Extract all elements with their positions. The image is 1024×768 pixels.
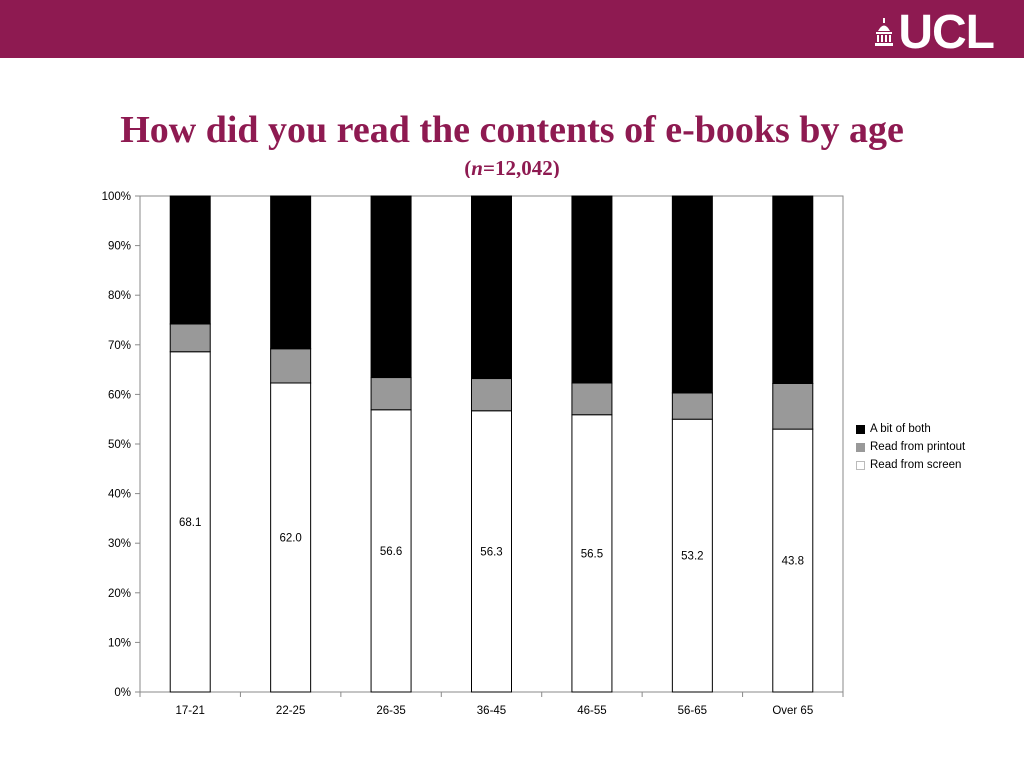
data-label: 68.1 <box>179 517 201 529</box>
data-label: 43.8 <box>782 556 804 568</box>
legend-item: A bit of both <box>856 420 965 438</box>
y-tick-label: 10% <box>108 637 131 649</box>
bar-segment-printout <box>471 378 512 412</box>
y-tick-label: 30% <box>108 538 131 550</box>
bar-segment-both <box>471 195 512 380</box>
bar-segment-both <box>772 195 814 384</box>
bar-segment-both <box>671 195 713 394</box>
bar-segment-printout <box>671 392 713 420</box>
x-tick-label: 17-21 <box>176 705 205 717</box>
legend-label: Read from printout <box>870 441 966 453</box>
legend-swatch <box>856 424 865 434</box>
y-tick-label: 80% <box>108 290 131 302</box>
legend-swatch <box>856 442 865 452</box>
legend-label: A bit of both <box>870 423 931 435</box>
data-label: 62.0 <box>279 532 301 544</box>
header-bar: UCL <box>0 0 1024 58</box>
bar-segment-both <box>270 195 312 350</box>
ucl-logo: UCL <box>874 6 995 59</box>
x-tick-label: Over 65 <box>772 705 813 717</box>
y-tick-label: 60% <box>108 389 131 401</box>
chart-legend: A bit of both Read from printout Read from… <box>856 420 965 474</box>
data-label: 56.3 <box>480 546 502 558</box>
y-tick-label: 20% <box>108 588 131 600</box>
y-tick-label: 40% <box>108 489 131 501</box>
x-tick-label: 46-55 <box>577 705 606 717</box>
bar-segment-screen <box>571 414 613 693</box>
data-label: 56.6 <box>380 546 402 558</box>
bar-segment-screen <box>471 410 512 693</box>
logo-text: UCL <box>898 6 995 59</box>
bar-segment-screen <box>270 382 312 693</box>
bar-segment-printout <box>772 382 814 430</box>
bar-segment-both <box>370 195 412 379</box>
y-tick-label: 90% <box>108 241 131 253</box>
bar-segment-screen <box>370 409 412 693</box>
legend-item: Read from screen <box>856 456 965 474</box>
portico-dome-icon <box>875 18 894 46</box>
subtitle-n: n <box>471 156 483 178</box>
data-label: 53.2 <box>681 551 703 563</box>
x-tick-label: 26-35 <box>376 705 405 717</box>
y-tick-label: 100% <box>102 191 131 203</box>
slide-subtitle: (n=12,042) <box>0 156 1024 178</box>
subtitle-open: ( <box>464 156 472 178</box>
bar-segment-printout <box>169 323 211 353</box>
bar-segment-both <box>571 195 613 384</box>
subtitle-rest: =12,042) <box>482 156 560 178</box>
bar-segment-screen <box>772 428 814 693</box>
legend-item: Read from printout <box>856 438 965 456</box>
bar-segment-screen <box>169 351 211 693</box>
y-tick-label: 50% <box>108 439 131 451</box>
y-tick-label: 0% <box>114 687 131 699</box>
y-tick-label: 70% <box>108 340 131 352</box>
x-tick-label: 22-25 <box>276 705 305 717</box>
bar-segment-printout <box>370 377 412 411</box>
bar-segment-printout <box>571 382 613 416</box>
legend-swatch <box>856 460 865 470</box>
data-label: 56.5 <box>581 548 603 560</box>
x-tick-label: 56-65 <box>678 705 707 717</box>
legend-label: Read from screen <box>870 459 962 471</box>
slide-title: How did you read the contents of e-books… <box>120 109 904 151</box>
x-tick-label: 36-45 <box>477 705 506 717</box>
bar-segment-printout <box>270 348 312 384</box>
bar-segment-both <box>169 195 211 325</box>
bar-segment-screen <box>671 418 713 693</box>
